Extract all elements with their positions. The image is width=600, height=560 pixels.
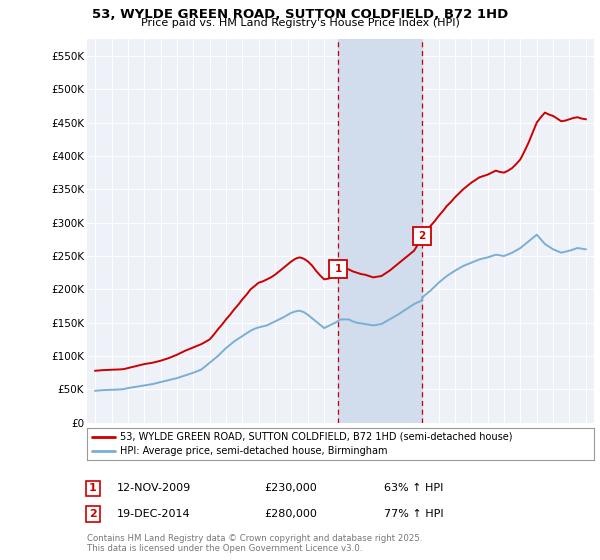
Text: 63% ↑ HPI: 63% ↑ HPI (384, 483, 443, 493)
Text: 2: 2 (418, 231, 425, 241)
Text: 77% ↑ HPI: 77% ↑ HPI (384, 509, 443, 519)
Text: £280,000: £280,000 (264, 509, 317, 519)
Text: HPI: Average price, semi-detached house, Birmingham: HPI: Average price, semi-detached house,… (120, 446, 388, 456)
Text: 12-NOV-2009: 12-NOV-2009 (117, 483, 191, 493)
Text: £230,000: £230,000 (264, 483, 317, 493)
Text: 53, WYLDE GREEN ROAD, SUTTON COLDFIELD, B72 1HD: 53, WYLDE GREEN ROAD, SUTTON COLDFIELD, … (92, 8, 508, 21)
Text: Contains HM Land Registry data © Crown copyright and database right 2025.
This d: Contains HM Land Registry data © Crown c… (87, 534, 422, 553)
Text: 19-DEC-2014: 19-DEC-2014 (117, 509, 191, 519)
Text: Price paid vs. HM Land Registry's House Price Index (HPI): Price paid vs. HM Land Registry's House … (140, 18, 460, 29)
Text: 1: 1 (335, 264, 342, 274)
Text: 1: 1 (89, 483, 97, 493)
Bar (338, 39, 422, 423)
Text: 53, WYLDE GREEN ROAD, SUTTON COLDFIELD, B72 1HD (semi-detached house): 53, WYLDE GREEN ROAD, SUTTON COLDFIELD, … (120, 432, 512, 442)
Text: 2: 2 (89, 509, 97, 519)
